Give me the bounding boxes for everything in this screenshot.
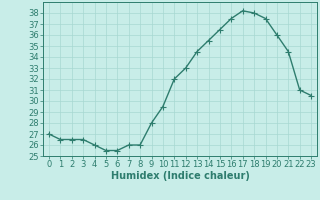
X-axis label: Humidex (Indice chaleur): Humidex (Indice chaleur) <box>111 171 249 181</box>
